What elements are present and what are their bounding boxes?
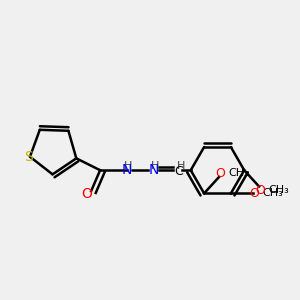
Text: O: O	[255, 184, 265, 196]
Text: O: O	[215, 167, 225, 180]
Text: H: H	[177, 161, 185, 171]
Text: N: N	[148, 163, 159, 177]
Text: CH₃: CH₃	[229, 168, 249, 178]
Text: S: S	[24, 150, 33, 164]
Text: CH₃: CH₃	[268, 185, 290, 195]
Text: H: H	[151, 161, 159, 171]
Text: CH₃: CH₃	[263, 188, 284, 198]
Text: H: H	[124, 161, 133, 171]
Text: C: C	[175, 165, 183, 178]
Text: O: O	[249, 187, 259, 200]
Text: N: N	[122, 163, 132, 177]
Text: O: O	[81, 187, 92, 201]
